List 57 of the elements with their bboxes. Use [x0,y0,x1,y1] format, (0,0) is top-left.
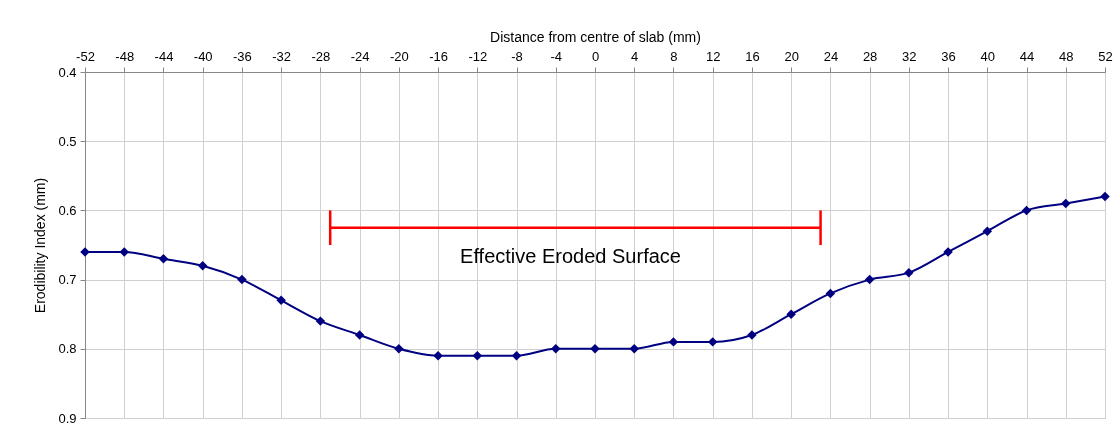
point [629,344,639,354]
x-tick-label: 24 [823,48,839,64]
x-tick-label: 52 [1098,48,1113,64]
point [825,288,836,299]
x-tick-label: -16 [429,48,448,64]
point [354,330,365,340]
x-tick-label: 36 [941,48,956,64]
x-tick-label: -40 [193,48,213,64]
y-tick-label: 0.6 [58,202,77,218]
point [394,344,404,354]
x-tick-label: -36 [233,48,252,64]
y-tick-label: 0.5 [58,133,77,149]
x-tick-label: -28 [311,48,331,64]
point [158,254,169,264]
x-tick-label: 48 [1059,48,1074,64]
annotation: Effective Eroded Surface [460,245,681,268]
point [119,247,129,257]
x-tick-label: -52 [76,48,95,64]
x-tick-label: -48 [115,48,135,64]
x-tick-label: -4 [550,48,563,64]
y-tick-label: 0.4 [58,64,77,80]
point [1061,198,1071,209]
point [433,350,443,361]
x-tick-label: -8 [511,48,523,64]
x-tick-label: 12 [705,48,721,64]
point [1021,205,1032,216]
y-axis-title: Erodibility Index (mm) [32,177,49,314]
point [982,226,993,236]
point [904,267,914,278]
point [276,295,286,306]
x-tick-label: -24 [350,48,370,64]
x-tick-label: 4 [631,48,639,64]
point [864,274,875,285]
point [1100,191,1110,202]
x-tick-label: 0 [591,48,600,64]
x-tick-label: 44 [1019,48,1035,64]
x-tick-label: 20 [784,48,799,64]
x-tick-label: -44 [154,48,174,64]
point [472,350,483,361]
x-tick-label: 8 [670,48,678,64]
point [511,350,522,361]
x-tick-label: 32 [902,48,917,64]
point [551,344,561,354]
point [197,261,208,271]
point [237,274,247,285]
point [315,316,326,326]
y-tick-label: 0.9 [58,410,77,426]
x-tick-label: -12 [468,48,488,64]
x-tick-label: 40 [980,48,996,64]
y-tick-label: 0.8 [58,341,77,357]
x-tick-label: 16 [745,48,760,64]
y-tick-label: 0.7 [58,272,77,288]
x-tick-label: 28 [862,48,878,64]
x-axis-title: Distance from centre of slab (mm) [490,28,701,45]
point [786,309,796,319]
x-tick-label: -20 [389,48,409,64]
x-tick-label: -32 [272,48,292,64]
